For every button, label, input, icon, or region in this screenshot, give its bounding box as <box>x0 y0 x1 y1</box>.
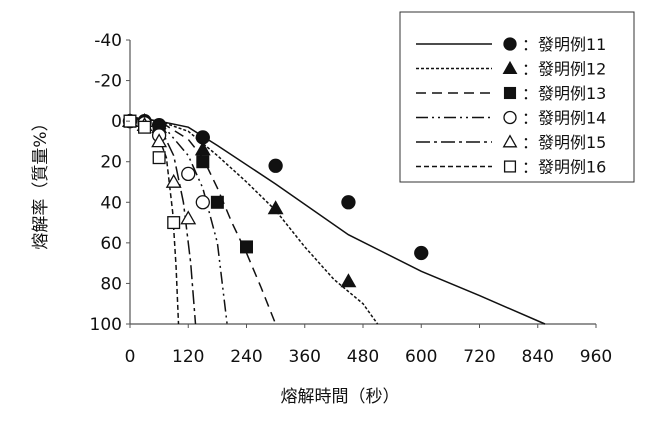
legend-box <box>399 11 635 183</box>
data-point-series-3 <box>239 240 253 254</box>
x-tick-label: 600 <box>405 347 437 367</box>
y-tick-label: -20 <box>94 72 122 92</box>
legend-marker-6 <box>503 160 517 173</box>
data-point-series-1 <box>268 158 283 173</box>
y-tick-label: 60 <box>100 234 122 254</box>
series-line-2 <box>129 116 379 325</box>
data-point-series-1 <box>414 245 429 261</box>
y-tick-label: -40 <box>94 31 122 51</box>
x-tick-label: 120 <box>172 347 204 367</box>
data-point-series-2 <box>340 273 357 288</box>
data-point-series-6 <box>167 216 181 230</box>
legend-label-1: ：發明例11 <box>522 35 606 54</box>
y-tick-label: 80 <box>100 274 122 294</box>
series-markers <box>122 113 429 288</box>
series-line-6 <box>129 116 180 325</box>
legend-label-5: ：發明例15 <box>522 133 606 152</box>
x-tick-label: 240 <box>230 347 262 367</box>
data-point-series-4 <box>195 195 210 210</box>
data-point-series-5 <box>151 133 168 148</box>
y-tick-label: 40 <box>100 193 122 213</box>
x-tick-label: 480 <box>347 347 379 367</box>
series-line-4 <box>129 116 228 325</box>
legend-marker-1 <box>503 37 517 51</box>
y-tick-label: 20 <box>100 153 122 173</box>
legend-marker-5 <box>502 134 518 148</box>
legend-label-4: ：發明例14 <box>522 109 606 128</box>
data-point-series-2 <box>267 200 284 215</box>
data-point-series-1 <box>341 195 356 210</box>
y-axis-label: 熔解率（質量%） <box>31 114 51 249</box>
data-point-series-3 <box>210 195 224 209</box>
x-tick-label: 0 <box>125 347 136 367</box>
data-point-series-6 <box>138 120 152 134</box>
legend-marker-3 <box>503 86 517 100</box>
series-line-3 <box>129 116 277 325</box>
data-point-series-5 <box>180 210 197 225</box>
x-axis-label: 熔解時間（秒） <box>281 387 400 407</box>
data-point-series-4 <box>181 166 196 182</box>
x-tick-label: 960 <box>580 347 612 367</box>
x-tick-label: 360 <box>289 347 321 367</box>
series-line-1 <box>129 116 546 325</box>
legend: ：發明例11 ：發明例12 ：發明例13 ：發明例14 ：發明例15 ：發明例16 <box>399 11 635 183</box>
data-point-series-3 <box>196 155 210 169</box>
data-point-series-2 <box>194 141 211 156</box>
legend-marker-4 <box>503 110 517 125</box>
data-point-series-5 <box>165 173 182 188</box>
legend-marker-2 <box>502 60 518 74</box>
x-tick-label: 720 <box>463 347 495 367</box>
y-tick-label: 100 <box>90 315 122 335</box>
legend-label-2: ：發明例12 <box>522 60 606 79</box>
x-tick-label: 840 <box>522 347 554 367</box>
legend-label-6: ：發明例16 <box>522 158 606 177</box>
data-point-series-6 <box>152 151 166 165</box>
y-tick-label: 0 <box>111 112 122 132</box>
legend-label-3: ：發明例13 <box>522 84 606 103</box>
